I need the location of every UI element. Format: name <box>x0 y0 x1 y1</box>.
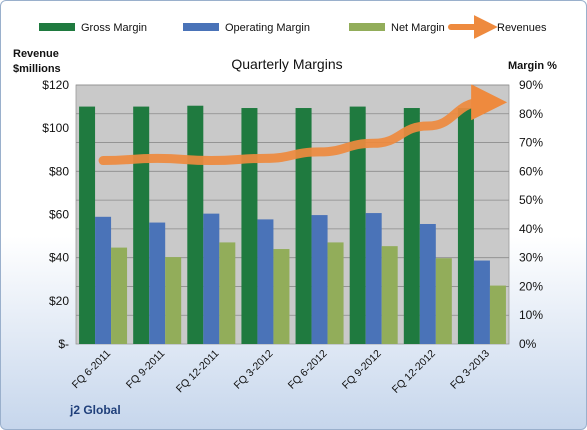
bar-operating-margin <box>257 219 274 344</box>
right-tick-label: 10% <box>519 308 543 322</box>
bar-operating-margin <box>95 216 112 344</box>
bar-net-margin <box>219 242 236 344</box>
footer-brand: j2 Global <box>69 403 121 417</box>
legend-label: Operating Margin <box>225 22 310 34</box>
bar-net-margin <box>435 258 452 344</box>
right-tick-label: 80% <box>519 107 543 121</box>
legend-swatch-operating-margin <box>183 23 219 31</box>
bar-operating-margin <box>203 213 220 344</box>
bar-net-margin <box>273 249 290 344</box>
bar-gross-margin <box>133 106 150 344</box>
bar-operating-margin <box>473 260 490 344</box>
right-tick-label: 90% <box>519 78 543 92</box>
left-tick-label: $40 <box>49 251 69 265</box>
bar-gross-margin <box>187 105 204 344</box>
right-axis: 0% 10% 20% 30% 40% 50% 60% 70% 80% 90% <box>519 78 543 351</box>
x-tick-label: FQ 3-2013 <box>448 348 492 392</box>
chart-title: Quarterly Margins <box>231 56 342 72</box>
left-tick-label: $120 <box>42 78 69 92</box>
x-axis: FQ 6-2011 FQ 9-2011 FQ 12-2011 FQ 3-2012 FQ … <box>70 348 492 396</box>
x-tick-label: FQ 12-2012 <box>390 348 438 396</box>
x-tick-label: FQ 6-2011 <box>70 348 114 392</box>
left-axis-label-line2: $millions <box>13 63 61 75</box>
legend: Gross Margin Operating Margin Net Margin Re… <box>39 15 547 39</box>
legend-label: Revenues <box>497 22 547 34</box>
bar-operating-margin <box>365 213 382 344</box>
bar-net-margin <box>165 257 182 344</box>
right-tick-label: 50% <box>519 193 543 207</box>
left-tick-label: $80 <box>49 164 69 178</box>
left-tick-label: $60 <box>49 208 69 222</box>
right-tick-label: 20% <box>519 279 543 293</box>
bar-gross-margin <box>241 108 258 345</box>
x-tick-label: FQ 9-2012 <box>340 348 384 392</box>
legend-swatch-gross-margin <box>39 23 75 31</box>
x-tick-label: FQ 12-2011 <box>174 348 222 396</box>
left-axis-label-line1: Revenue <box>13 48 59 60</box>
bar-net-margin <box>489 285 506 344</box>
legend-label: Net Margin <box>391 22 445 34</box>
x-tick-label: FQ 6-2012 <box>286 348 330 392</box>
left-tick-label: $100 <box>42 121 69 135</box>
x-tick-label: FQ 3-2012 <box>232 348 276 392</box>
bar-gross-margin <box>349 106 366 344</box>
bar-operating-margin <box>311 215 328 344</box>
bar-gross-margin <box>295 108 312 345</box>
left-tick-label: $20 <box>49 294 69 308</box>
right-axis-label: Margin % <box>508 60 557 72</box>
right-tick-label: 0% <box>519 337 537 351</box>
bar-gross-margin <box>457 108 474 345</box>
right-tick-label: 30% <box>519 251 543 265</box>
bars <box>79 105 506 345</box>
x-tick-label: FQ 9-2011 <box>124 348 168 392</box>
revenue-line <box>98 84 508 166</box>
bar-net-margin <box>327 242 344 344</box>
right-tick-label: 40% <box>519 222 543 236</box>
right-tick-label: 60% <box>519 164 543 178</box>
bar-net-margin <box>381 246 398 344</box>
bar-net-margin <box>111 247 128 344</box>
legend-label: Gross Margin <box>81 22 147 34</box>
right-tick-label: 70% <box>519 136 543 150</box>
bar-gross-margin <box>403 108 420 345</box>
bar-operating-margin <box>419 223 436 344</box>
legend-swatch-net-margin <box>349 23 385 31</box>
revenue-series-line <box>98 84 508 166</box>
bar-operating-margin <box>149 222 166 344</box>
bar-gross-margin <box>79 106 96 344</box>
left-axis: $- $20 $40 $60 $80 $100 $120 <box>42 78 69 351</box>
left-tick-label: $- <box>58 337 69 351</box>
